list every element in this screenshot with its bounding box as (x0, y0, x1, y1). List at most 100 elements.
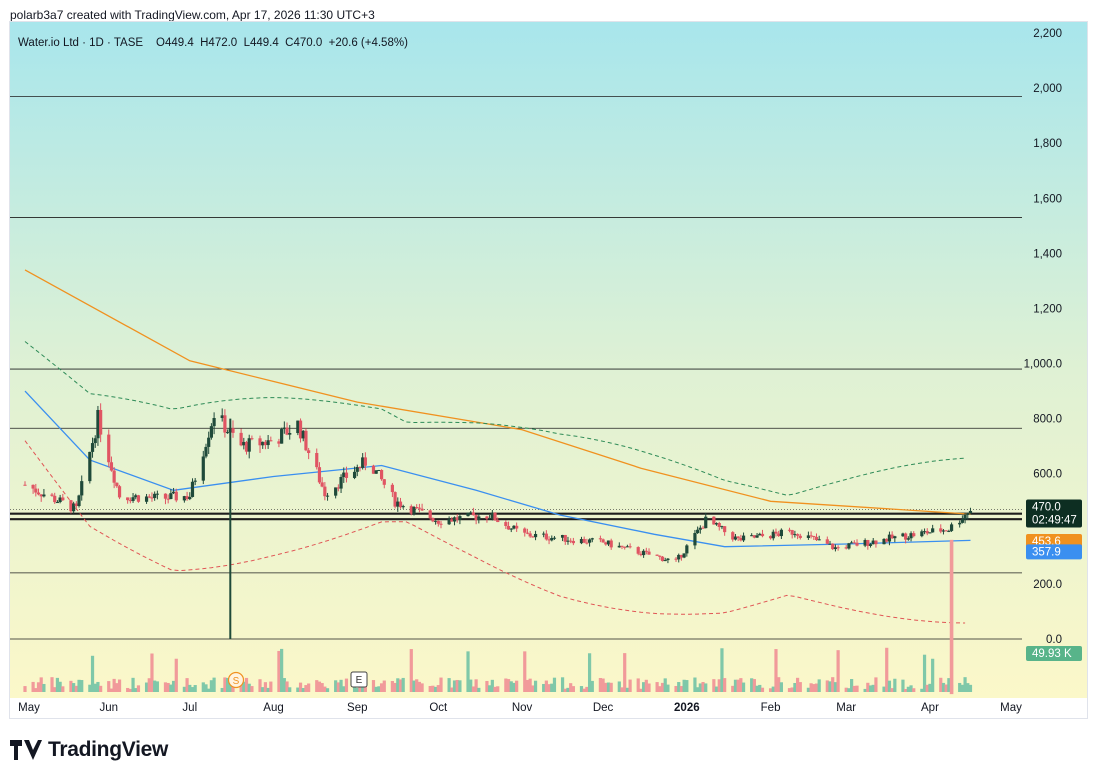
candle-body[interactable] (563, 534, 567, 542)
candle-body[interactable] (550, 537, 554, 541)
candle-body[interactable] (409, 506, 413, 514)
candle-body[interactable] (912, 533, 916, 537)
tradingview-brand[interactable]: TradingView (10, 738, 168, 762)
candle-body[interactable] (741, 535, 746, 541)
candle-body[interactable] (115, 482, 119, 487)
candle-body[interactable] (533, 533, 538, 538)
candle-body[interactable] (542, 533, 546, 535)
candle-body[interactable] (698, 527, 702, 530)
candle-body[interactable] (639, 553, 643, 556)
candle-body[interactable] (169, 493, 173, 499)
candle-body[interactable] (679, 554, 684, 558)
candle-body[interactable] (80, 481, 84, 496)
candle-body[interactable] (647, 551, 651, 555)
candle-body[interactable] (190, 481, 195, 497)
candle-body[interactable] (674, 558, 678, 560)
candle-body[interactable] (226, 432, 230, 434)
candle-body[interactable] (174, 491, 178, 501)
candle-body[interactable] (825, 539, 829, 544)
candle-body[interactable] (315, 453, 319, 468)
candle-body[interactable] (185, 496, 189, 500)
candle-body[interactable] (666, 558, 670, 561)
candle-body[interactable] (434, 520, 438, 522)
volume-badge-box[interactable] (1026, 646, 1082, 661)
candle-body[interactable] (428, 510, 432, 519)
candle-body[interactable] (866, 540, 870, 546)
candle-body[interactable] (828, 543, 832, 545)
candle-body[interactable] (393, 492, 397, 507)
candle-body[interactable] (723, 526, 727, 533)
candle-body[interactable] (496, 520, 500, 523)
candle-body[interactable] (401, 506, 405, 508)
candle-body[interactable] (72, 503, 76, 512)
candle-body[interactable] (452, 517, 457, 522)
candle-body[interactable] (901, 533, 905, 537)
candle-body[interactable] (171, 491, 176, 494)
candle-body[interactable] (660, 556, 665, 562)
candle-body[interactable] (855, 542, 859, 546)
candle-body[interactable] (69, 500, 73, 512)
price-chart[interactable]: 2,200 2,000 1,800 1,600 1,400 1,200 1,000.0 800… (10, 22, 1087, 718)
candle-body[interactable] (266, 440, 270, 446)
candle-body[interactable] (836, 547, 840, 549)
candle-body[interactable] (906, 538, 910, 540)
moving-average-orange[interactable] (24, 269, 971, 515)
ma-blue-badge-box[interactable] (1026, 544, 1082, 560)
candle-body[interactable] (771, 531, 775, 539)
candle-body[interactable] (99, 409, 103, 435)
candle-body[interactable] (787, 529, 792, 531)
candle-body[interactable] (677, 554, 681, 560)
candle-body[interactable] (34, 488, 38, 493)
candle-body[interactable] (777, 533, 781, 537)
candle-body[interactable] (509, 528, 513, 530)
candle-body[interactable] (342, 472, 346, 477)
candle-body[interactable] (863, 540, 867, 546)
candle-body[interactable] (390, 484, 394, 493)
candle-body[interactable] (585, 542, 589, 544)
candle-body[interactable] (112, 470, 116, 483)
candle-body[interactable] (795, 534, 800, 536)
candle-body[interactable] (947, 530, 951, 532)
candle-body[interactable] (382, 479, 386, 485)
candle-body[interactable] (250, 438, 254, 440)
candle-body[interactable] (682, 553, 686, 558)
split-marker-circle[interactable] (227, 671, 245, 689)
candle-body[interactable] (968, 510, 973, 514)
candle-body[interactable] (163, 493, 168, 499)
candle-body[interactable] (263, 441, 268, 446)
candle-body[interactable] (55, 502, 60, 504)
candle-body[interactable] (760, 533, 765, 537)
candle-body[interactable] (207, 437, 211, 447)
candle-body[interactable] (31, 484, 35, 489)
candle-body[interactable] (714, 523, 719, 525)
candle-body[interactable] (88, 451, 92, 482)
candle-body[interactable] (523, 528, 527, 533)
candle-body[interactable] (693, 533, 697, 546)
candle-body[interactable] (244, 441, 249, 452)
candle-body[interactable] (288, 433, 292, 435)
candle-body[interactable] (77, 495, 81, 507)
candle-body[interactable] (931, 528, 935, 533)
candle-body[interactable] (642, 550, 646, 556)
candle-body[interactable] (109, 462, 114, 471)
candle-body[interactable] (890, 534, 894, 539)
candle-body[interactable] (420, 508, 424, 511)
candle-body[interactable] (544, 533, 548, 540)
candle-body[interactable] (488, 517, 492, 519)
candle-body[interactable] (371, 465, 376, 474)
candle-body[interactable] (963, 514, 967, 520)
candle-body[interactable] (928, 532, 932, 534)
candle-body[interactable] (296, 420, 300, 434)
candle-body[interactable] (949, 524, 954, 531)
candle-body[interactable] (398, 501, 403, 508)
candle-body[interactable] (636, 547, 640, 554)
candle-body[interactable] (733, 536, 738, 540)
candle-body[interactable] (242, 441, 246, 446)
candle-body[interactable] (193, 480, 197, 482)
candle-body[interactable] (885, 538, 889, 542)
candle-body[interactable] (188, 496, 192, 500)
candle-body[interactable] (731, 532, 735, 540)
candle-body[interactable] (307, 450, 311, 454)
candle-body[interactable] (893, 536, 897, 539)
candle-body[interactable] (358, 466, 362, 468)
